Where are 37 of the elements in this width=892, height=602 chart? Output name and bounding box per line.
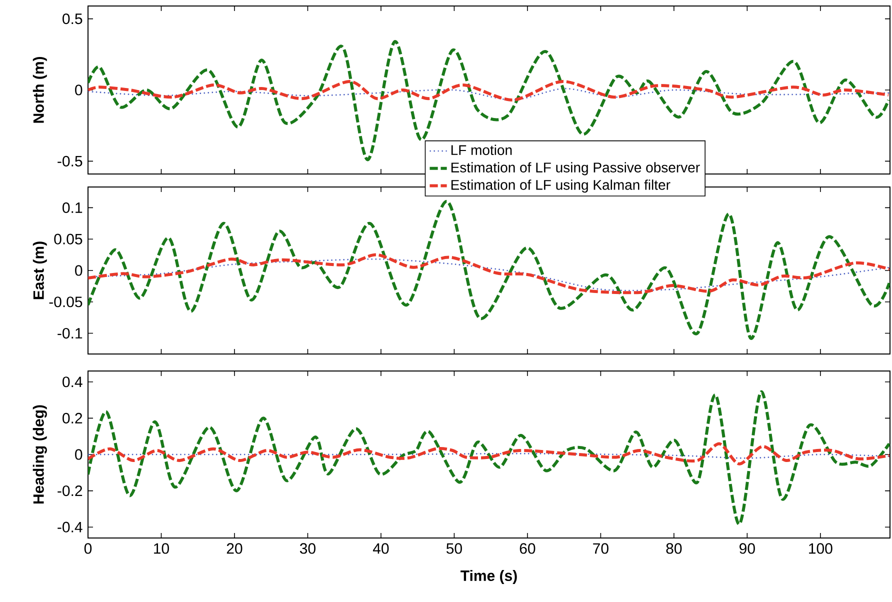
y-axis-title: East (m) [32, 242, 47, 300]
y-tick-label: -0.2 [58, 485, 82, 496]
x-tick-label: 10 [154, 543, 169, 554]
x-tick-label: 90 [740, 543, 755, 554]
x-tick-label: 70 [593, 543, 608, 554]
y-tick-label: 0 [75, 84, 82, 96]
x-tick-label: 80 [666, 543, 682, 554]
x-tick-label: 40 [372, 543, 389, 554]
line-series [88, 442, 890, 466]
y-tick-label: 0 [75, 265, 82, 276]
line-series [88, 200, 890, 340]
line-series [88, 40, 890, 162]
y-tick-label: 0.4 [62, 376, 82, 388]
y-tick-label: -0.4 [58, 522, 82, 532]
y-tick-label: -0.05 [49, 296, 82, 308]
y-axis-title: North (m) [32, 57, 47, 123]
x-tick-label: 0 [84, 543, 92, 554]
x-tick-label: 20 [226, 543, 242, 554]
y-tick-label: 0.05 [54, 234, 82, 244]
x-tick-label: 30 [300, 543, 316, 554]
x-tick-label: 60 [520, 543, 536, 554]
y-tick-label: -0.5 [58, 156, 82, 166]
line-series [88, 390, 890, 526]
legend-label: Estimation of LF using Kalman filter [451, 180, 670, 193]
legend-label: Estimation of LF using Passive observer [451, 162, 700, 176]
line-series [88, 80, 890, 102]
y-tick-label: 0.5 [62, 13, 82, 24]
line-series [88, 88, 890, 101]
y-tick-label: 0.2 [62, 412, 82, 424]
x-axis-title: Time (s) [460, 570, 517, 584]
x-tick-label: 50 [446, 543, 462, 554]
y-tick-label: 0.1 [62, 202, 82, 214]
x-tick-label: 100 [809, 543, 832, 554]
y-tick-label: 0 [75, 449, 82, 460]
y-tick-label: -0.1 [58, 328, 82, 339]
y-axis-title: Heading (deg) [32, 405, 47, 504]
legend-label: LF motion [451, 144, 512, 156]
